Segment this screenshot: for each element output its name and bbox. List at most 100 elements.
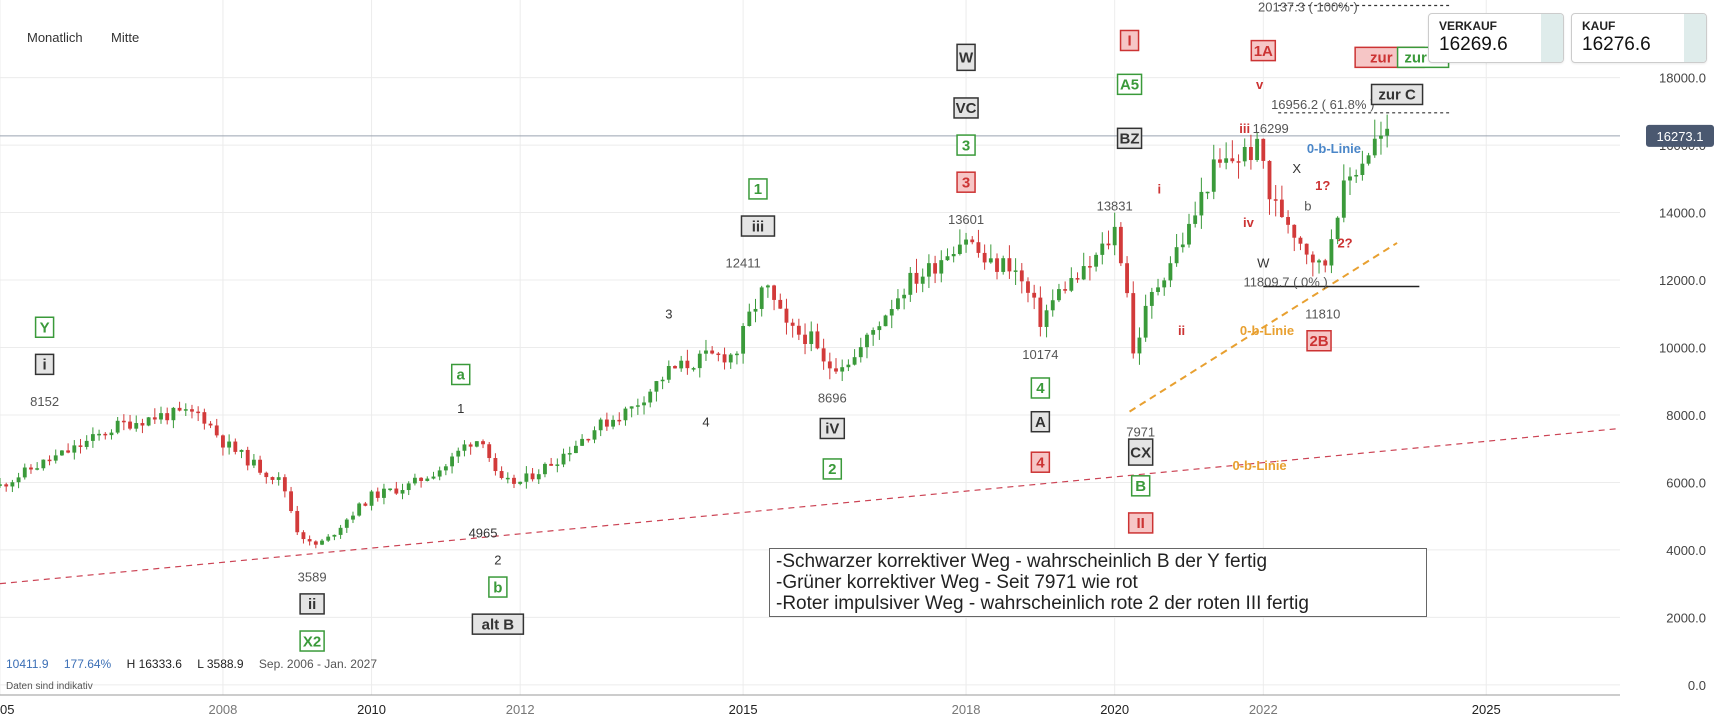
candle-body — [1292, 224, 1297, 238]
candle-body — [1255, 138, 1260, 161]
candle-body — [295, 511, 300, 533]
candle-body — [704, 350, 708, 354]
annotation-text: 0-b-Linie — [1240, 323, 1294, 338]
candle-body — [784, 308, 789, 323]
y-tick-label: 10000.0 — [1659, 341, 1706, 356]
annotation-label: 2B — [1306, 330, 1332, 352]
candle-body — [16, 477, 21, 483]
annotation-text: 1? — [1315, 178, 1330, 193]
annotation-text: 16956.2 ( 61.8% ) — [1271, 97, 1374, 112]
candle-body — [78, 445, 83, 447]
candle-body — [412, 477, 417, 484]
candle-body — [586, 438, 591, 441]
annotation-text: B — [1135, 478, 1146, 495]
candle-body — [4, 484, 9, 487]
candle-body — [1310, 254, 1315, 263]
candle-body — [871, 330, 876, 335]
annotation-label: 11809.7 ( 0% ) — [1243, 274, 1327, 289]
candle-body — [642, 402, 646, 406]
annotation-text: i — [43, 357, 47, 374]
candle-body — [109, 432, 114, 436]
annotation-text: 2B — [1309, 333, 1328, 350]
candle-body — [629, 406, 634, 409]
candle-body — [834, 368, 838, 372]
annotation-label: 16299 — [1253, 121, 1289, 136]
annotation-box — [748, 178, 768, 200]
candle-body — [561, 453, 566, 465]
candle-body — [1224, 158, 1229, 163]
candle-body — [549, 463, 554, 466]
candle-body — [1317, 260, 1321, 263]
annotation-text: X — [1292, 161, 1301, 176]
candle-body — [1230, 158, 1235, 162]
candle-body — [1162, 280, 1167, 288]
candle-body — [796, 325, 801, 335]
buy-quote-box[interactable]: KAUF 16276.6 — [1571, 13, 1707, 63]
annotation-label: X — [1292, 161, 1301, 176]
candle-body — [60, 450, 64, 456]
sell-quote-box[interactable]: VERKAUF 16269.6 — [1428, 13, 1564, 63]
annotation-box — [471, 613, 525, 635]
annotation-label: Y — [34, 316, 55, 339]
candle-body — [772, 285, 777, 300]
annotation-box — [450, 363, 471, 386]
annotation-box — [34, 316, 55, 339]
x-tick-label: 2022 — [1249, 702, 1278, 717]
buy-stripe — [1684, 14, 1706, 62]
candle-body — [914, 272, 919, 284]
annotation-label: 8696 — [818, 391, 847, 406]
candle-body — [10, 482, 15, 487]
candle-body — [1125, 263, 1129, 294]
candle-body — [437, 470, 442, 477]
candle-body — [72, 445, 77, 453]
disclaimer: Daten sind indikativ — [6, 681, 93, 692]
candle-body — [1168, 263, 1173, 281]
stats-change-pct: 177.64% — [63, 657, 112, 671]
candle-body — [846, 364, 851, 368]
annotation-label: II — [1127, 512, 1154, 534]
candle-body — [35, 468, 40, 470]
candle-body — [276, 477, 281, 480]
annotation-text: 8696 — [818, 391, 847, 406]
annotation-text: iii — [1239, 121, 1250, 136]
candle-body — [1286, 217, 1290, 225]
annotation-text: v — [1256, 77, 1264, 92]
candle-body — [406, 483, 411, 491]
candle-body — [673, 365, 677, 369]
candle-body — [1156, 287, 1160, 292]
candle-body — [883, 315, 888, 327]
annotation-label: 4 — [1030, 451, 1051, 473]
annotation-text: iv — [1243, 215, 1255, 230]
annotation-label: 3 — [956, 134, 976, 156]
candle-body — [159, 413, 163, 420]
interval-label[interactable]: Monatlich — [27, 30, 83, 45]
candle-body — [462, 444, 467, 451]
trend-line — [0, 427, 1621, 585]
candle-body — [889, 309, 894, 316]
candle-body — [765, 285, 770, 288]
candle-body — [245, 449, 250, 466]
candle-body — [177, 407, 182, 411]
annotation-box — [299, 630, 325, 652]
candle-body — [679, 360, 684, 369]
candle-body — [524, 473, 529, 482]
annotation-text: 0-b-Linie — [1233, 458, 1287, 473]
candle-body — [214, 425, 219, 436]
candle-body — [1248, 146, 1253, 161]
candle-body — [945, 256, 950, 261]
x-tick-label: 2012 — [506, 702, 535, 717]
x-tick-label: 2005 — [0, 702, 14, 717]
annotation-label: 4965 — [469, 526, 498, 541]
price-type-label[interactable]: Mitte — [111, 30, 140, 45]
annotation-text: CX — [1130, 444, 1151, 461]
annotation-label: iv — [1243, 215, 1255, 230]
annotation-box — [1119, 29, 1140, 52]
candle-body — [858, 347, 863, 358]
annotation-box — [953, 97, 979, 119]
candle-body — [988, 258, 993, 263]
y-tick-label: 14000.0 — [1659, 206, 1706, 221]
candle-body — [289, 491, 293, 512]
candle-body — [400, 490, 405, 494]
candle-body — [1112, 226, 1117, 246]
